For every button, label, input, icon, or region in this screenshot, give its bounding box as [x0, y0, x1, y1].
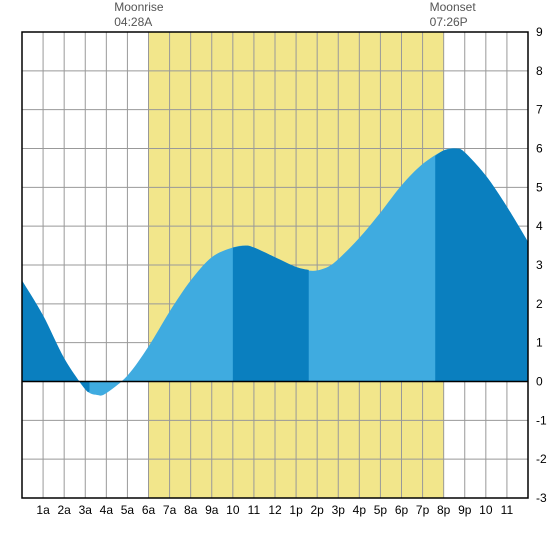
y-tick-label: 6 [536, 142, 543, 156]
y-tick-label: 2 [536, 297, 543, 311]
y-tick-label: 9 [536, 25, 543, 39]
y-tick-label: -1 [536, 413, 547, 427]
x-tick-label: 2a [57, 503, 71, 517]
x-tick-label: 7p [416, 503, 430, 517]
y-tick-label: -3 [536, 491, 547, 505]
x-tick-label: 5p [374, 503, 388, 517]
x-tick-label: 12 [268, 503, 282, 517]
x-tick-label: 10 [226, 503, 240, 517]
x-tick-label: 1p [289, 503, 303, 517]
x-tick-label: 9p [458, 503, 472, 517]
x-tick-label: 6a [142, 503, 156, 517]
x-tick-label: 5a [121, 503, 135, 517]
x-tick-label: 9a [205, 503, 219, 517]
x-tick-label: 3p [332, 503, 346, 517]
y-tick-label: 4 [536, 219, 543, 233]
moonrise-time: 04:28A [114, 15, 163, 30]
tide-chart: Moonrise 04:28A Moonset 07:26P 1a2a3a4a5… [0, 0, 550, 550]
x-tick-label: 11 [501, 503, 514, 517]
y-tick-label: 5 [536, 180, 543, 194]
x-tick-label: 1a [36, 503, 50, 517]
y-tick-label: -2 [536, 452, 547, 466]
x-tick-label: 7a [163, 503, 177, 517]
moonrise-label: Moonrise 04:28A [114, 0, 163, 30]
y-tick-label: 7 [536, 103, 543, 117]
y-tick-label: 1 [536, 336, 543, 350]
x-tick-label: 4a [100, 503, 114, 517]
x-tick-label: 8p [437, 503, 451, 517]
x-tick-label: 11 [248, 503, 261, 517]
x-tick-label: 8a [184, 503, 198, 517]
moonset-label: Moonset 07:26P [430, 0, 476, 30]
chart-svg: 1a2a3a4a5a6a7a8a9a1011121p2p3p4p5p6p7p8p… [0, 0, 550, 550]
y-tick-label: 8 [536, 64, 543, 78]
moonrise-title: Moonrise [114, 0, 163, 14]
moonset-title: Moonset [430, 0, 476, 14]
y-tick-label: 0 [536, 375, 543, 389]
y-tick-label: 3 [536, 258, 543, 272]
x-tick-label: 6p [395, 503, 409, 517]
x-tick-label: 3a [79, 503, 93, 517]
x-tick-label: 10 [479, 503, 493, 517]
moonset-time: 07:26P [430, 15, 476, 30]
x-tick-label: 2p [310, 503, 324, 517]
x-tick-label: 4p [353, 503, 367, 517]
